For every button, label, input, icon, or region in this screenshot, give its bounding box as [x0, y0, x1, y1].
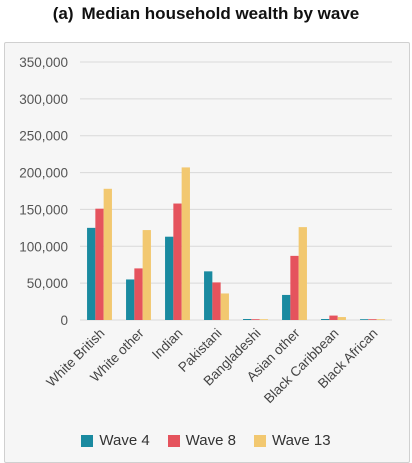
- panel-label: (a): [52, 4, 74, 23]
- bar: [243, 319, 252, 320]
- bar: [259, 319, 268, 320]
- y-tick-label: 50,000: [27, 276, 68, 291]
- legend-swatch: [81, 434, 94, 447]
- bar: [376, 319, 385, 320]
- chart-panel: [4, 42, 410, 463]
- bar: [220, 293, 229, 320]
- legend-item: Wave 4: [81, 432, 150, 449]
- bar: [337, 317, 346, 320]
- bar: [212, 282, 221, 320]
- legend-label: Wave 8: [185, 432, 236, 449]
- legend-label: Wave 13: [271, 432, 331, 449]
- bar: [290, 255, 299, 320]
- bar: [142, 230, 151, 320]
- bars: [87, 167, 385, 320]
- legend: Wave 4 Wave 8 Wave 13: [0, 432, 412, 449]
- bar: [165, 236, 174, 320]
- bar: [181, 167, 190, 320]
- bar: [173, 203, 182, 320]
- y-tick-label: 0: [60, 313, 68, 328]
- bar: [95, 208, 104, 320]
- y-tick-label: 350,000: [19, 55, 68, 70]
- legend-item: Wave 13: [253, 432, 331, 449]
- bar: [360, 319, 369, 320]
- y-tick-label: 200,000: [19, 166, 68, 181]
- bar: [368, 319, 377, 320]
- legend-swatch: [253, 434, 266, 447]
- y-tick-label: 300,000: [19, 92, 68, 107]
- y-axis-ticks: 0 50,000 100,000 150,000 200,000 250,000 300,0…: [19, 55, 68, 328]
- x-tick-label: Indian: [149, 326, 186, 363]
- bar: [298, 227, 307, 320]
- bar: [87, 227, 96, 320]
- legend-swatch: [167, 434, 180, 447]
- legend-label: Wave 4: [99, 432, 150, 449]
- bar: [126, 279, 135, 320]
- bar: [282, 294, 291, 320]
- chart-title: (a) Median household wealth by wave: [0, 4, 412, 24]
- y-tick-label: 250,000: [19, 129, 68, 144]
- y-tick-label: 100,000: [19, 239, 68, 254]
- legend-item: Wave 8: [167, 432, 236, 449]
- title-text: Median household wealth by wave: [81, 4, 360, 23]
- bar: [134, 268, 143, 320]
- bar: [204, 271, 213, 320]
- bar: [103, 188, 112, 320]
- bar: [329, 315, 338, 320]
- y-tick-label: 150,000: [19, 202, 68, 217]
- bar: [251, 319, 260, 320]
- bar: [321, 319, 330, 320]
